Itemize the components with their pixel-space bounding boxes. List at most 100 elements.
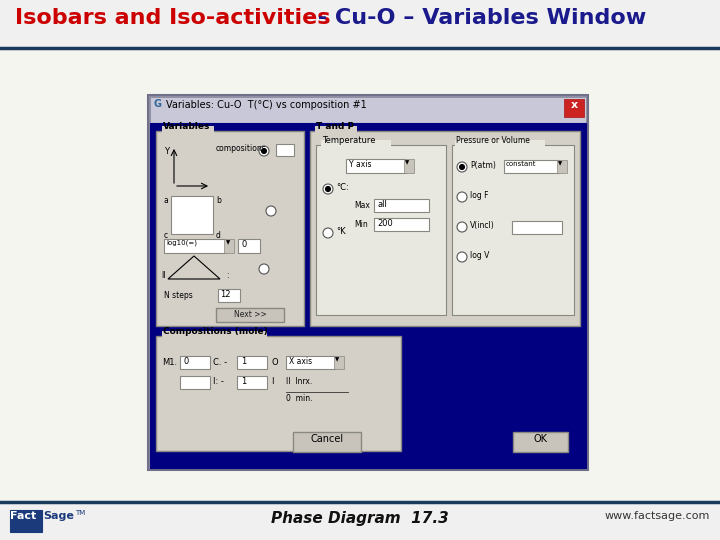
Text: Variables: Variables bbox=[163, 122, 210, 131]
Text: Min: Min bbox=[354, 220, 368, 229]
Text: °C:: °C: bbox=[336, 183, 348, 192]
Text: Temperature: Temperature bbox=[322, 136, 376, 145]
Text: c: c bbox=[164, 231, 168, 240]
Text: Next >>: Next >> bbox=[233, 310, 266, 319]
Text: - Cu-O – Variables Window: - Cu-O – Variables Window bbox=[310, 8, 647, 28]
Bar bbox=[315, 126, 357, 136]
Text: log V: log V bbox=[470, 251, 490, 260]
Text: N steps: N steps bbox=[164, 291, 193, 300]
Text: C. -: C. - bbox=[213, 358, 227, 367]
Text: log10(=): log10(=) bbox=[166, 240, 197, 246]
Text: Variables: Cu-O  T(°C) vs composition #1: Variables: Cu-O T(°C) vs composition #1 bbox=[166, 100, 366, 110]
Bar bbox=[310, 131, 580, 326]
Bar bbox=[286, 356, 336, 369]
Text: P(atm): P(atm) bbox=[470, 161, 496, 170]
Text: all: all bbox=[377, 200, 387, 209]
Circle shape bbox=[457, 162, 467, 172]
Text: compositions: compositions bbox=[216, 144, 266, 153]
Text: ▼: ▼ bbox=[405, 160, 409, 165]
Text: constant: constant bbox=[506, 161, 536, 167]
Text: TM: TM bbox=[75, 510, 85, 516]
Circle shape bbox=[325, 186, 330, 192]
Text: b: b bbox=[216, 196, 221, 205]
Bar bbox=[156, 131, 304, 326]
Bar bbox=[564, 99, 584, 117]
Circle shape bbox=[323, 184, 333, 194]
Text: Isobars and Iso-activities: Isobars and Iso-activities bbox=[15, 8, 330, 28]
Text: a: a bbox=[164, 196, 168, 205]
Bar bbox=[0, 48, 720, 502]
Bar bbox=[150, 97, 586, 123]
Circle shape bbox=[323, 228, 333, 238]
Bar bbox=[455, 140, 545, 150]
Text: II: II bbox=[161, 271, 166, 280]
Bar bbox=[224, 239, 234, 253]
Bar bbox=[216, 308, 284, 322]
Circle shape bbox=[457, 222, 467, 232]
Bar bbox=[316, 145, 446, 315]
Bar bbox=[512, 221, 562, 234]
Bar bbox=[148, 95, 588, 470]
Bar bbox=[162, 126, 214, 136]
Circle shape bbox=[259, 264, 269, 274]
Text: Max: Max bbox=[354, 201, 370, 210]
Text: 200: 200 bbox=[377, 219, 392, 228]
Text: X axis: X axis bbox=[289, 357, 312, 366]
Text: °K: °K bbox=[336, 227, 346, 236]
Text: Pressure or Volume: Pressure or Volume bbox=[456, 136, 530, 145]
Circle shape bbox=[457, 192, 467, 202]
Text: www.factsage.com: www.factsage.com bbox=[605, 511, 710, 521]
Text: OK: OK bbox=[533, 434, 547, 444]
Bar bbox=[404, 159, 414, 173]
Text: 12: 12 bbox=[220, 290, 230, 299]
Bar bbox=[0, 0, 720, 48]
Text: 1: 1 bbox=[241, 357, 246, 366]
Bar bbox=[321, 140, 391, 150]
Bar bbox=[150, 123, 586, 468]
Text: Phase Diagram  17.3: Phase Diagram 17.3 bbox=[271, 511, 449, 526]
Text: 0: 0 bbox=[242, 240, 247, 249]
Text: ▼: ▼ bbox=[226, 240, 230, 245]
Text: O: O bbox=[271, 358, 278, 367]
Bar bbox=[334, 356, 344, 369]
Text: Fact: Fact bbox=[10, 511, 36, 521]
Text: x: x bbox=[570, 100, 577, 110]
Text: M1.: M1. bbox=[162, 358, 177, 367]
Text: Sage: Sage bbox=[43, 511, 74, 521]
Bar bbox=[237, 376, 267, 389]
Bar bbox=[180, 376, 210, 389]
Text: ▼: ▼ bbox=[335, 357, 339, 362]
Text: I: I bbox=[271, 377, 274, 386]
Circle shape bbox=[259, 146, 269, 156]
Text: V(incl): V(incl) bbox=[470, 221, 495, 230]
Bar bbox=[164, 239, 226, 253]
Bar bbox=[10, 510, 42, 532]
Bar bbox=[452, 145, 574, 315]
Text: I: -: I: - bbox=[213, 377, 224, 386]
Bar bbox=[0, 502, 720, 540]
Circle shape bbox=[261, 148, 266, 153]
Bar bbox=[162, 331, 267, 341]
Text: 1: 1 bbox=[241, 377, 246, 386]
Text: Cancel: Cancel bbox=[310, 434, 343, 444]
Circle shape bbox=[459, 165, 464, 170]
Text: 0  min.: 0 min. bbox=[286, 394, 312, 403]
Text: :: : bbox=[226, 271, 228, 280]
Text: Compositions (mole): Compositions (mole) bbox=[163, 327, 268, 336]
Bar bbox=[374, 199, 429, 212]
Bar bbox=[218, 289, 240, 302]
Bar bbox=[156, 336, 401, 451]
Text: ▼: ▼ bbox=[558, 161, 562, 166]
Bar bbox=[513, 432, 568, 452]
Bar bbox=[293, 432, 361, 452]
Bar bbox=[237, 356, 267, 369]
Text: Y axis: Y axis bbox=[349, 160, 372, 169]
Text: 0: 0 bbox=[183, 357, 188, 366]
Bar bbox=[557, 160, 567, 173]
Bar bbox=[180, 356, 210, 369]
Circle shape bbox=[457, 252, 467, 262]
Text: Y: Y bbox=[164, 147, 169, 156]
Bar bbox=[504, 160, 559, 173]
Text: G: G bbox=[153, 99, 161, 109]
Text: d: d bbox=[216, 231, 221, 240]
